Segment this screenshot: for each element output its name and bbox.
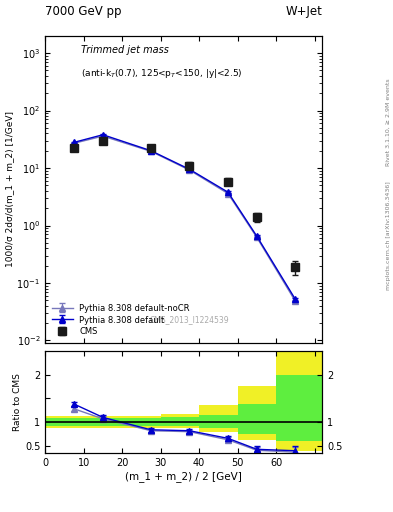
Text: CMS_2013_I1224539: CMS_2013_I1224539 <box>149 315 229 325</box>
Text: Trimmed jet mass: Trimmed jet mass <box>81 45 169 55</box>
Bar <box>84 418 122 426</box>
Bar <box>161 414 199 429</box>
Bar <box>45 418 84 426</box>
Bar <box>276 351 322 451</box>
Text: W+Jet: W+Jet <box>285 5 322 18</box>
Text: 7000 GeV pp: 7000 GeV pp <box>45 5 122 18</box>
Bar <box>276 375 322 441</box>
Text: (anti-k$_T$(0.7), 125<p$_T$<150, |y|<2.5): (anti-k$_T$(0.7), 125<p$_T$<150, |y|<2.5… <box>81 67 243 79</box>
Text: Rivet 3.1.10, ≥ 2.9M events: Rivet 3.1.10, ≥ 2.9M events <box>386 78 391 166</box>
X-axis label: (m_1 + m_2) / 2 [GeV]: (m_1 + m_2) / 2 [GeV] <box>125 471 242 482</box>
Bar <box>161 417 199 426</box>
Bar <box>238 404 276 434</box>
Text: mcplots.cern.ch [arXiv:1306.3436]: mcplots.cern.ch [arXiv:1306.3436] <box>386 181 391 290</box>
Y-axis label: 1000/σ 2dσ/d(m_1 + m_2) [1/GeV]: 1000/σ 2dσ/d(m_1 + m_2) [1/GeV] <box>5 112 14 267</box>
Bar <box>122 416 161 429</box>
Bar <box>238 387 276 440</box>
Y-axis label: Ratio to CMS: Ratio to CMS <box>13 373 22 431</box>
Bar <box>199 406 238 432</box>
Bar <box>122 418 161 426</box>
Bar <box>45 416 84 429</box>
Bar <box>199 415 238 428</box>
Legend: Pythia 8.308 default-noCR, Pythia 8.308 default, CMS: Pythia 8.308 default-noCR, Pythia 8.308 … <box>50 302 192 339</box>
Bar <box>84 416 122 429</box>
